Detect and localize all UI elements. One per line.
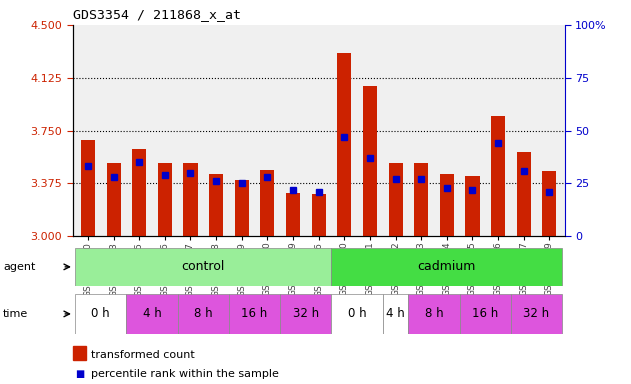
Bar [363, 86, 377, 236]
Text: percentile rank within the sample: percentile rank within the sample [91, 369, 280, 379]
Bar [389, 163, 403, 236]
Bar [280, 294, 331, 334]
Bar [75, 248, 331, 286]
Bar [178, 294, 229, 334]
Text: 8 h: 8 h [194, 308, 213, 320]
Bar [414, 163, 428, 236]
Text: 16 h: 16 h [472, 308, 498, 320]
Bar [466, 175, 480, 236]
Bar [517, 152, 531, 236]
Bar [75, 294, 126, 334]
Bar [184, 163, 198, 236]
Bar [331, 294, 383, 334]
Text: 4 h: 4 h [143, 308, 162, 320]
Text: 16 h: 16 h [242, 308, 268, 320]
Bar [81, 141, 95, 236]
Bar [132, 149, 146, 236]
Bar [542, 171, 557, 236]
Text: control: control [182, 260, 225, 273]
Bar [229, 294, 280, 334]
Bar [408, 294, 459, 334]
Bar [440, 174, 454, 236]
Bar [491, 116, 505, 236]
Bar [337, 53, 351, 236]
Bar [383, 294, 408, 334]
Text: 32 h: 32 h [293, 308, 319, 320]
Text: transformed count: transformed count [91, 350, 195, 360]
Bar [286, 192, 300, 236]
Text: 32 h: 32 h [524, 308, 550, 320]
Text: 4 h: 4 h [386, 308, 405, 320]
Text: 0 h: 0 h [91, 308, 110, 320]
Bar [158, 163, 172, 236]
Bar [107, 163, 121, 236]
Bar [235, 180, 249, 236]
Bar [459, 294, 511, 334]
Text: 0 h: 0 h [348, 308, 367, 320]
Text: ■: ■ [75, 369, 84, 379]
Text: GDS3354 / 211868_x_at: GDS3354 / 211868_x_at [73, 8, 240, 21]
Text: agent: agent [3, 262, 35, 272]
Bar [209, 174, 223, 236]
Bar [126, 294, 178, 334]
Text: 8 h: 8 h [425, 308, 444, 320]
Bar [331, 248, 562, 286]
Text: cadmium: cadmium [418, 260, 476, 273]
Text: time: time [3, 309, 28, 319]
Bar [511, 294, 562, 334]
Bar [261, 170, 274, 236]
Bar [312, 194, 326, 236]
